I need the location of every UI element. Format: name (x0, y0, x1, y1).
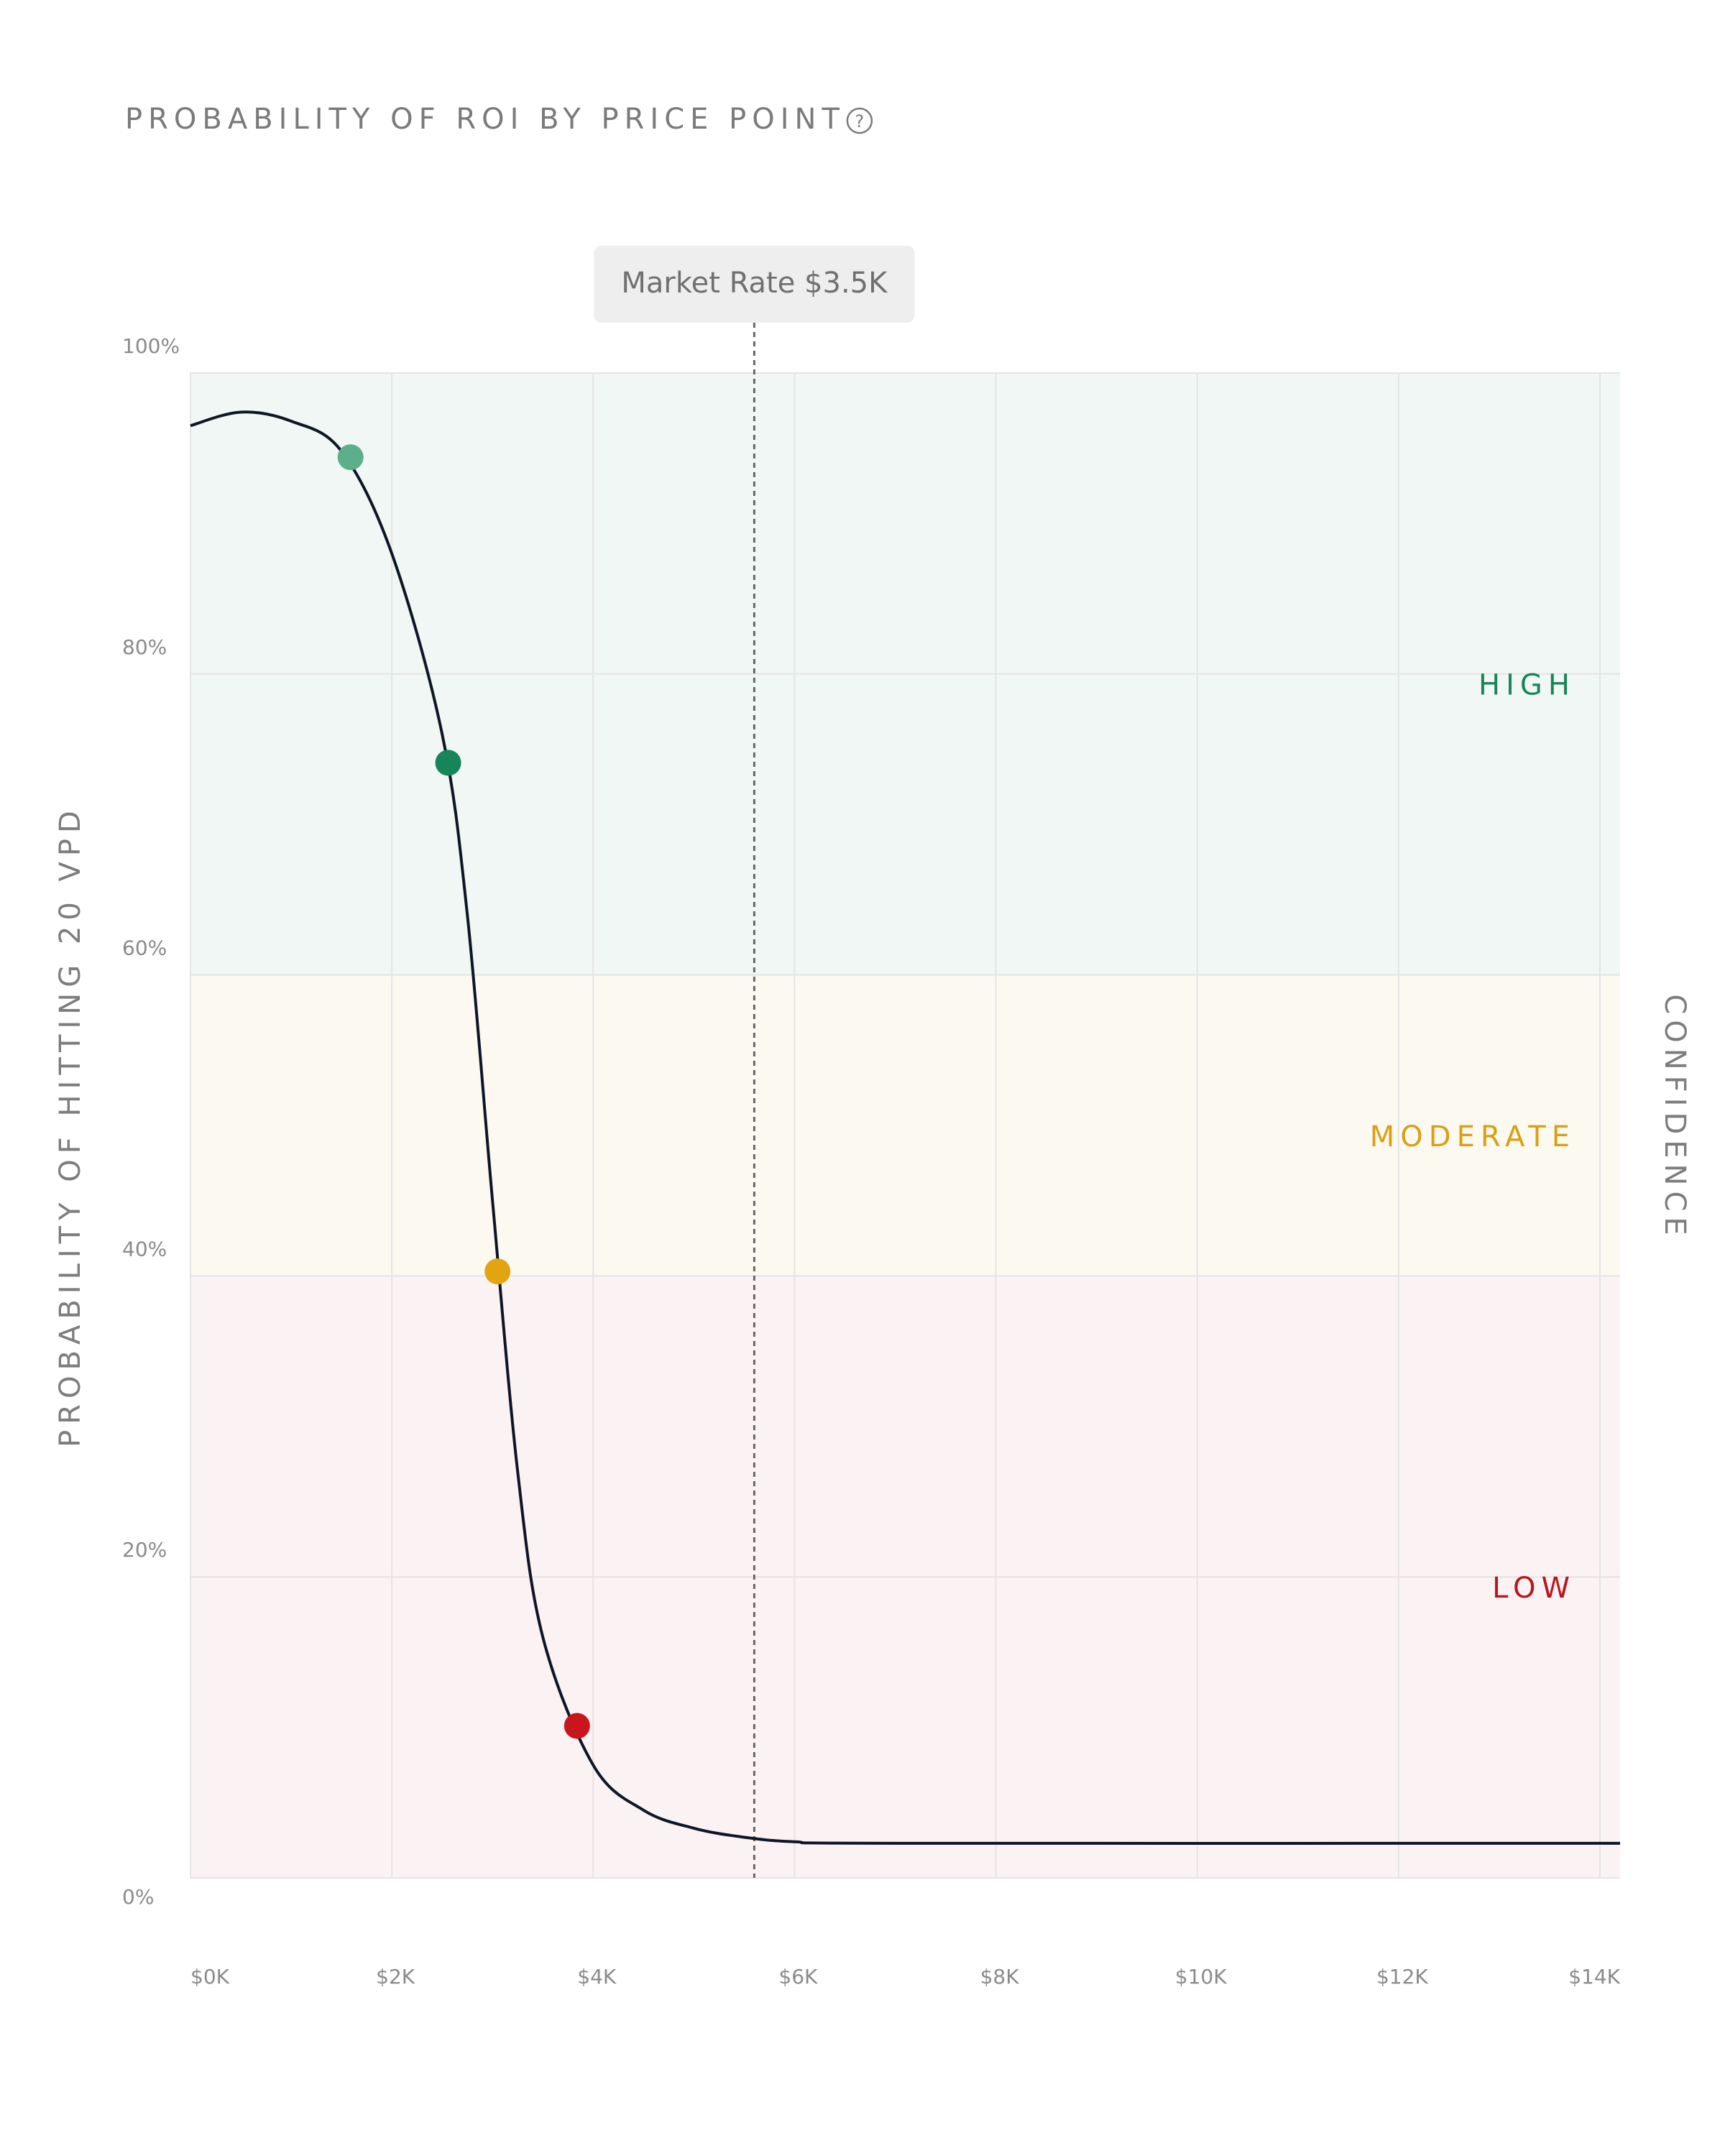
y-tick-label: 100% (122, 334, 180, 358)
price-point (435, 750, 461, 776)
market-label: Market Rate $3.5K (621, 267, 888, 300)
band-label: LOW (1492, 1572, 1576, 1605)
y-tick-label: 60% (122, 936, 167, 960)
y-tick-label: 40% (122, 1237, 167, 1261)
x-tick-label: $8K (980, 1965, 1020, 1989)
y-tick-label: 0% (122, 1885, 154, 1909)
x-tick-label: $14K (1568, 1965, 1620, 1989)
help-icon[interactable]: ? (846, 107, 873, 134)
x-tick-label: $0K (190, 1965, 230, 1989)
x-tick-label: $6K (778, 1965, 818, 1989)
price-point (484, 1258, 511, 1285)
probability-curve (190, 410, 1621, 1845)
x-tick-label: $12K (1376, 1965, 1428, 1989)
band-label: MODERATE (1370, 1120, 1576, 1153)
x-tick-label: $4K (577, 1965, 617, 1989)
chart-title: PROBABILITY OF ROI BY PRICE POINT (125, 103, 845, 136)
help-circle[interactable] (846, 107, 873, 134)
y-tick-label: 20% (122, 1538, 167, 1562)
price-point (337, 444, 364, 471)
help-mark[interactable]: ? (855, 111, 865, 132)
price-point (564, 1713, 590, 1739)
x-tick-label: $10K (1175, 1965, 1227, 1989)
right-axis-label: CONFIDENCE (1658, 994, 1691, 1240)
y-tick-label: 80% (122, 635, 167, 659)
y-axis-label: PROBABILITY OF HITTING 20 VPD (54, 805, 87, 1447)
confidence-band (190, 975, 1620, 1276)
market-tooltip (594, 246, 915, 323)
x-tick-label: $2K (376, 1965, 415, 1989)
band-label: HIGH (1478, 669, 1576, 702)
